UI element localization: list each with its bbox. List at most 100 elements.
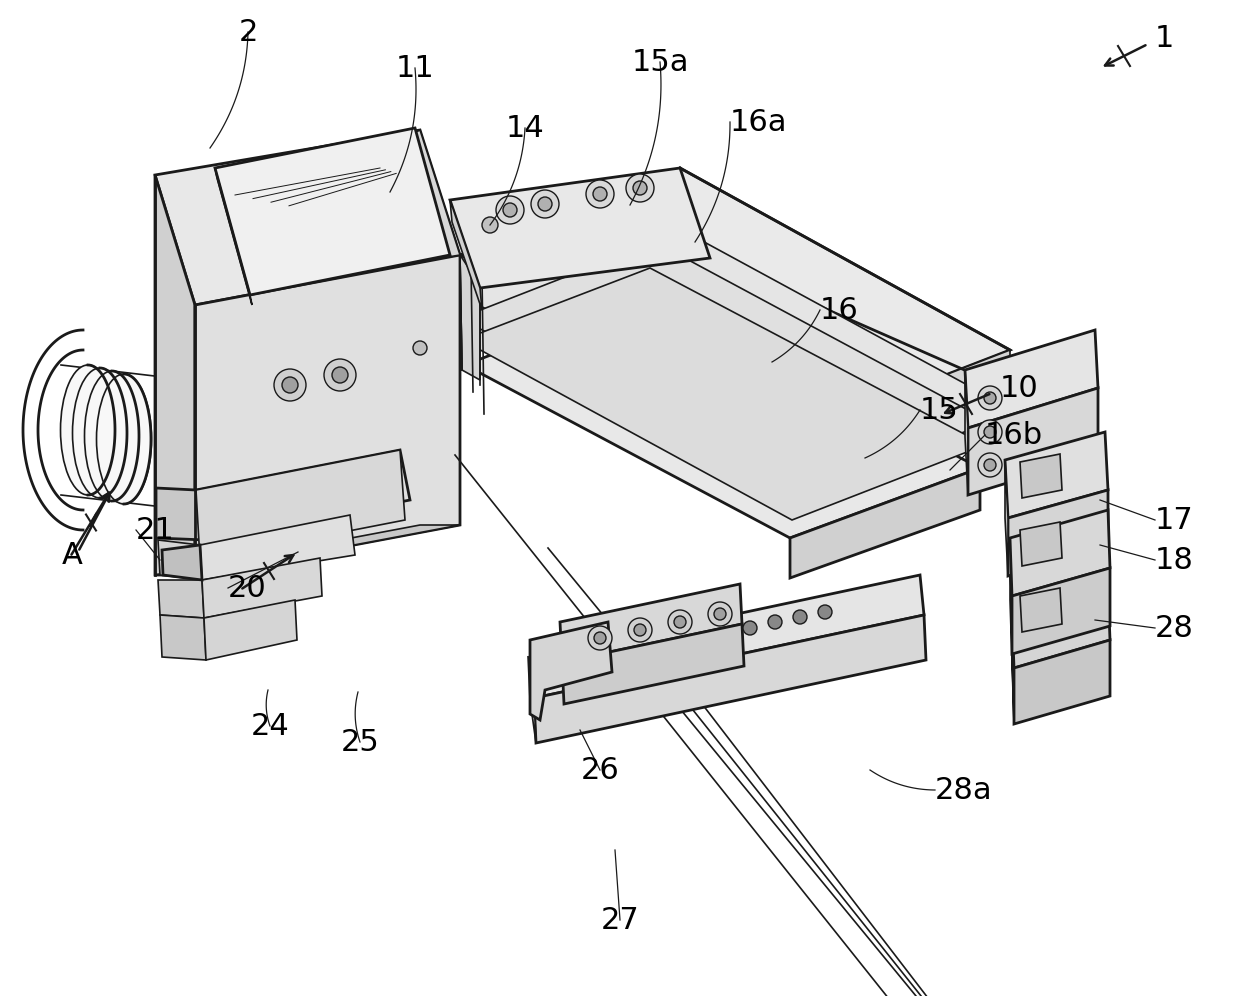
Text: 28a: 28a xyxy=(935,776,993,805)
Circle shape xyxy=(626,174,653,202)
Polygon shape xyxy=(215,128,450,295)
Polygon shape xyxy=(156,488,206,540)
Polygon shape xyxy=(1011,538,1014,724)
Text: 15a: 15a xyxy=(631,48,688,77)
Polygon shape xyxy=(155,175,195,575)
Polygon shape xyxy=(155,130,460,305)
Polygon shape xyxy=(465,295,980,538)
Polygon shape xyxy=(1004,432,1109,518)
Polygon shape xyxy=(560,584,742,662)
Circle shape xyxy=(538,197,552,211)
Polygon shape xyxy=(528,656,536,743)
Circle shape xyxy=(668,610,692,634)
Circle shape xyxy=(632,181,647,195)
Text: 26: 26 xyxy=(580,756,619,785)
Text: 25: 25 xyxy=(341,727,379,757)
Polygon shape xyxy=(1012,568,1110,654)
Circle shape xyxy=(978,420,1002,444)
Polygon shape xyxy=(450,168,711,288)
Circle shape xyxy=(627,618,652,642)
Polygon shape xyxy=(401,130,460,260)
Polygon shape xyxy=(160,615,206,660)
Text: 21: 21 xyxy=(136,516,175,545)
Polygon shape xyxy=(965,330,1097,428)
Circle shape xyxy=(985,459,996,471)
Polygon shape xyxy=(529,622,613,720)
Text: 20: 20 xyxy=(228,574,267,603)
Polygon shape xyxy=(1008,490,1109,576)
Circle shape xyxy=(503,203,517,217)
Text: 10: 10 xyxy=(999,374,1039,402)
Polygon shape xyxy=(196,450,410,540)
Text: 28: 28 xyxy=(1154,614,1194,642)
Circle shape xyxy=(714,608,725,620)
Text: 24: 24 xyxy=(250,711,289,740)
Polygon shape xyxy=(1021,588,1061,632)
Polygon shape xyxy=(534,615,926,743)
Circle shape xyxy=(588,626,613,650)
Polygon shape xyxy=(200,515,355,580)
Polygon shape xyxy=(157,580,205,618)
Text: 2: 2 xyxy=(238,18,258,47)
Polygon shape xyxy=(1014,640,1110,724)
Circle shape xyxy=(818,605,832,619)
Ellipse shape xyxy=(84,371,139,501)
Circle shape xyxy=(768,615,782,629)
Text: 17: 17 xyxy=(1154,506,1194,535)
Circle shape xyxy=(324,359,356,391)
Circle shape xyxy=(594,632,606,644)
Polygon shape xyxy=(205,600,298,660)
Polygon shape xyxy=(162,545,202,580)
Polygon shape xyxy=(157,540,202,580)
Text: 16b: 16b xyxy=(985,420,1043,449)
Text: 15: 15 xyxy=(920,395,959,424)
Text: 27: 27 xyxy=(600,905,640,934)
Text: 16: 16 xyxy=(820,296,859,325)
Polygon shape xyxy=(460,168,1011,435)
Circle shape xyxy=(531,190,559,218)
Text: 14: 14 xyxy=(506,114,544,142)
Text: 18: 18 xyxy=(1154,546,1194,575)
Polygon shape xyxy=(968,388,1097,495)
Circle shape xyxy=(593,187,608,201)
Polygon shape xyxy=(155,525,460,575)
Circle shape xyxy=(482,217,498,233)
Polygon shape xyxy=(562,624,744,704)
Polygon shape xyxy=(463,268,985,520)
Polygon shape xyxy=(460,242,990,498)
Polygon shape xyxy=(529,575,924,698)
Polygon shape xyxy=(790,350,1011,475)
Ellipse shape xyxy=(61,365,115,495)
Polygon shape xyxy=(195,255,460,575)
Polygon shape xyxy=(1021,454,1061,498)
Polygon shape xyxy=(215,168,252,305)
Circle shape xyxy=(743,621,756,635)
Circle shape xyxy=(281,377,298,393)
Polygon shape xyxy=(790,468,980,578)
Ellipse shape xyxy=(97,374,151,504)
Polygon shape xyxy=(1004,460,1008,576)
Polygon shape xyxy=(1011,510,1110,596)
Circle shape xyxy=(587,180,614,208)
Circle shape xyxy=(978,386,1002,410)
Circle shape xyxy=(274,369,306,401)
Text: 16a: 16a xyxy=(730,108,787,136)
Circle shape xyxy=(708,602,732,626)
Circle shape xyxy=(413,341,427,355)
Polygon shape xyxy=(1021,522,1061,566)
Circle shape xyxy=(794,610,807,624)
Circle shape xyxy=(332,367,348,383)
Polygon shape xyxy=(965,370,968,495)
Text: 1: 1 xyxy=(1154,24,1174,53)
Polygon shape xyxy=(450,200,482,310)
Circle shape xyxy=(496,196,525,224)
Polygon shape xyxy=(202,558,322,618)
Ellipse shape xyxy=(72,368,128,498)
Polygon shape xyxy=(1012,586,1110,668)
Circle shape xyxy=(985,392,996,404)
Circle shape xyxy=(634,624,646,636)
Circle shape xyxy=(978,453,1002,477)
Polygon shape xyxy=(460,255,480,380)
Text: 11: 11 xyxy=(396,54,434,83)
Text: A: A xyxy=(62,541,82,570)
